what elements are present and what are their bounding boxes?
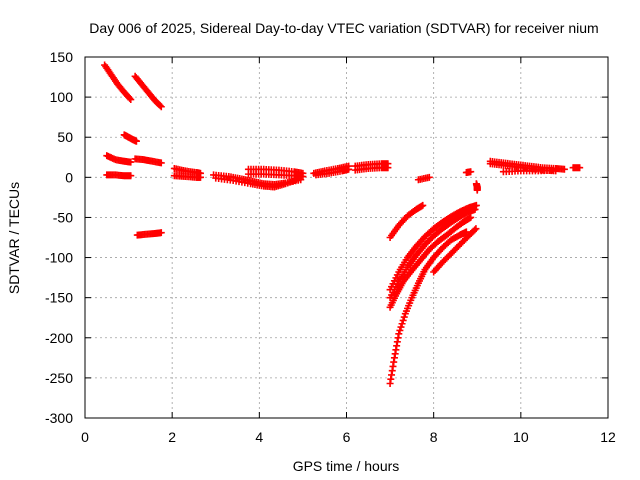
data-point bbox=[467, 213, 475, 221]
x-axis-label: GPS time / hours bbox=[293, 458, 400, 474]
data-point bbox=[127, 158, 135, 166]
data-point bbox=[126, 94, 134, 102]
data-point bbox=[157, 229, 165, 237]
data-point bbox=[419, 201, 427, 209]
y-axis-label: SDTVAR / TECUs bbox=[6, 182, 22, 294]
x-tick-label: 2 bbox=[168, 429, 176, 445]
data-point bbox=[552, 166, 560, 174]
data-point bbox=[399, 316, 407, 324]
data-point bbox=[472, 201, 480, 209]
data-point bbox=[425, 173, 433, 181]
data-point bbox=[395, 330, 403, 338]
y-tick-label: -50 bbox=[53, 209, 73, 225]
data-point bbox=[560, 165, 568, 173]
y-tick-label: -300 bbox=[45, 410, 73, 426]
y-tick-label: -100 bbox=[45, 250, 73, 266]
x-tick-label: 4 bbox=[255, 429, 263, 445]
y-tick-label: 0 bbox=[65, 169, 73, 185]
data-point bbox=[471, 226, 479, 234]
data-point bbox=[127, 172, 135, 180]
data-point bbox=[132, 137, 140, 145]
data-point bbox=[196, 173, 204, 181]
data-point bbox=[467, 168, 475, 176]
chart-title: Day 006 of 2025, Sidereal Day-to-day VTE… bbox=[89, 20, 598, 36]
y-tick-label: 50 bbox=[57, 129, 73, 145]
axis-ticks: 0 2 4 6 8 10 12 -300 -250 -200 -150 -100 -50 0 50 100 15… bbox=[45, 49, 616, 445]
data-point bbox=[576, 164, 584, 172]
y-tick-label: 150 bbox=[50, 49, 74, 65]
data-point bbox=[157, 103, 165, 111]
y-tick-label: -200 bbox=[45, 330, 73, 346]
data-point bbox=[472, 225, 480, 233]
x-tick-label: 0 bbox=[81, 429, 89, 445]
y-tick-label: -250 bbox=[45, 370, 73, 386]
data-point bbox=[127, 96, 135, 104]
y-tick-label: 100 bbox=[50, 89, 74, 105]
data-point bbox=[396, 326, 404, 334]
grid-lines bbox=[85, 57, 608, 418]
data-point bbox=[473, 186, 481, 194]
x-tick-label: 12 bbox=[600, 429, 616, 445]
y-tick-label: -150 bbox=[45, 290, 73, 306]
data-point bbox=[157, 159, 165, 167]
data-point bbox=[400, 313, 408, 321]
data-marks bbox=[101, 61, 584, 388]
data-point bbox=[397, 323, 405, 331]
data-point bbox=[345, 165, 353, 173]
x-tick-label: 6 bbox=[343, 429, 351, 445]
data-point bbox=[156, 102, 164, 110]
x-tick-label: 10 bbox=[513, 429, 529, 445]
data-point bbox=[398, 320, 406, 328]
data-point bbox=[299, 173, 307, 181]
x-tick-label: 8 bbox=[430, 429, 438, 445]
data-point bbox=[384, 164, 392, 172]
